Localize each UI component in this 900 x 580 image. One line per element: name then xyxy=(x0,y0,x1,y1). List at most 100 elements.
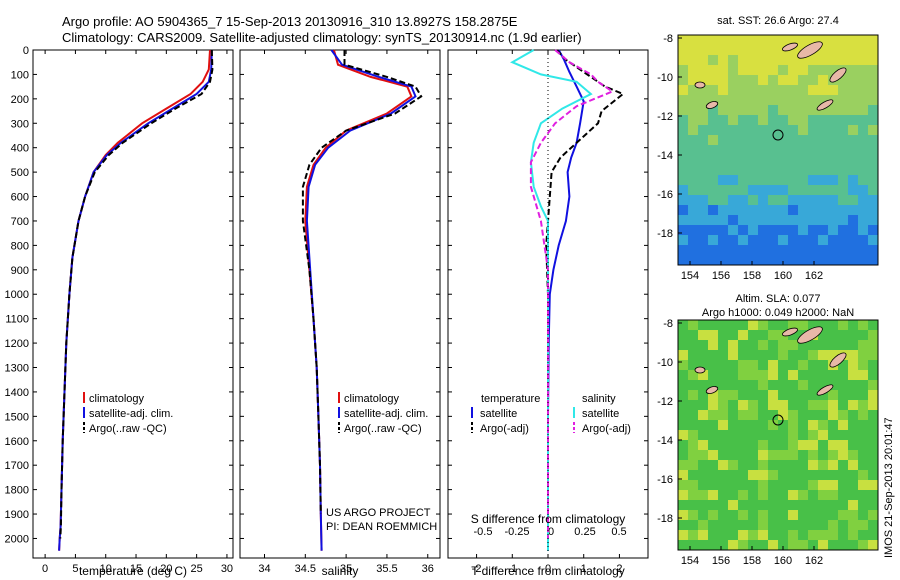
map-cell xyxy=(838,360,849,371)
map-cell xyxy=(828,460,839,471)
map-cell xyxy=(788,480,799,491)
map-cell xyxy=(708,195,719,206)
map-cell xyxy=(808,440,819,451)
map-cell xyxy=(738,215,749,226)
map-cell xyxy=(688,450,699,461)
map-cell xyxy=(768,145,779,156)
map-cell xyxy=(698,360,709,371)
map-cell xyxy=(698,500,709,511)
map-cell xyxy=(778,65,789,76)
map-cell xyxy=(738,410,749,421)
map-cell xyxy=(778,135,789,146)
map-cell xyxy=(808,95,819,106)
map-cell xyxy=(818,165,829,176)
map-cell xyxy=(698,430,709,441)
map-cell xyxy=(688,400,699,411)
map-cell xyxy=(868,115,879,126)
map-cell xyxy=(758,175,769,186)
map-cell xyxy=(748,490,759,501)
map-cell xyxy=(788,410,799,421)
map-cell xyxy=(768,450,779,461)
x-tick-label: 34.5 xyxy=(295,563,316,575)
map-cell xyxy=(748,45,759,56)
map-cell xyxy=(738,460,749,471)
map-cell xyxy=(728,155,739,166)
map-cell xyxy=(698,115,709,126)
map-cell xyxy=(838,95,849,106)
map-cell xyxy=(838,35,849,46)
map-cell xyxy=(838,480,849,491)
map-cell xyxy=(688,125,699,136)
map-cell xyxy=(708,215,719,226)
map-cell xyxy=(708,115,719,126)
map-cell xyxy=(768,85,779,96)
map-cell xyxy=(758,135,769,146)
map-cell xyxy=(808,225,819,236)
map-cell xyxy=(798,410,809,421)
map-cell xyxy=(868,530,879,541)
map-cell xyxy=(788,215,799,226)
map-cell xyxy=(848,320,859,331)
map-cell xyxy=(698,205,709,216)
map-cell xyxy=(758,235,769,246)
map-cell xyxy=(848,175,859,186)
island xyxy=(694,81,706,89)
map-cell xyxy=(708,85,719,96)
map-cell xyxy=(858,225,869,236)
map-cell xyxy=(748,360,759,371)
map-cell xyxy=(728,450,739,461)
map-cell xyxy=(698,95,709,106)
map-cell xyxy=(728,145,739,156)
map-cell xyxy=(788,145,799,156)
map-cell xyxy=(848,470,859,481)
sla-map-title: Altim. SLA: 0.077 xyxy=(736,293,821,305)
map-cell xyxy=(688,380,699,391)
map-cell xyxy=(798,195,809,206)
map-cell xyxy=(768,65,779,76)
x-tick-label: 25 xyxy=(191,563,203,575)
map-cell xyxy=(778,105,789,116)
map-cell xyxy=(698,380,709,391)
map-cell xyxy=(748,470,759,481)
map-cell xyxy=(798,155,809,166)
map-cell xyxy=(748,380,759,391)
map-cell xyxy=(748,245,759,256)
map-cell xyxy=(838,320,849,331)
map-cell xyxy=(808,460,819,471)
map-cell xyxy=(778,235,789,246)
map-cell xyxy=(738,105,749,116)
map-cell xyxy=(798,350,809,361)
depth-tick-label: 200 xyxy=(11,94,29,106)
map-cell xyxy=(808,35,819,46)
map-cell xyxy=(778,530,789,541)
map-cell xyxy=(848,330,859,341)
map-cell xyxy=(698,55,709,66)
map-cell xyxy=(718,440,729,451)
map-cell xyxy=(678,135,689,146)
map-cell xyxy=(708,55,719,66)
map-cell xyxy=(848,145,859,156)
t-difference-axis-label: T difference from climatology xyxy=(471,564,625,578)
series-line-salinity-argo-adj- xyxy=(529,49,615,539)
lat-tick-label: -14 xyxy=(657,435,673,447)
map-cell xyxy=(728,480,739,491)
map-cell xyxy=(848,490,859,501)
map-cell xyxy=(788,490,799,501)
map-cell xyxy=(868,430,879,441)
map-cell xyxy=(848,370,859,381)
lat-tick-label: -16 xyxy=(657,474,673,486)
map-cell xyxy=(798,175,809,186)
map-cell xyxy=(708,470,719,481)
map-cell xyxy=(768,410,779,421)
map-cell xyxy=(828,540,839,551)
depth-tick-label: 1400 xyxy=(5,387,29,399)
map-cell xyxy=(778,540,789,551)
map-cell xyxy=(748,255,759,266)
map-cell xyxy=(788,320,799,331)
map-cell xyxy=(828,510,839,521)
series-line-argo-raw-qc- xyxy=(59,49,214,539)
map-cell xyxy=(858,95,869,106)
map-cell xyxy=(858,520,869,531)
map-cell xyxy=(748,225,759,236)
depth-tick-label: 1200 xyxy=(5,338,29,350)
